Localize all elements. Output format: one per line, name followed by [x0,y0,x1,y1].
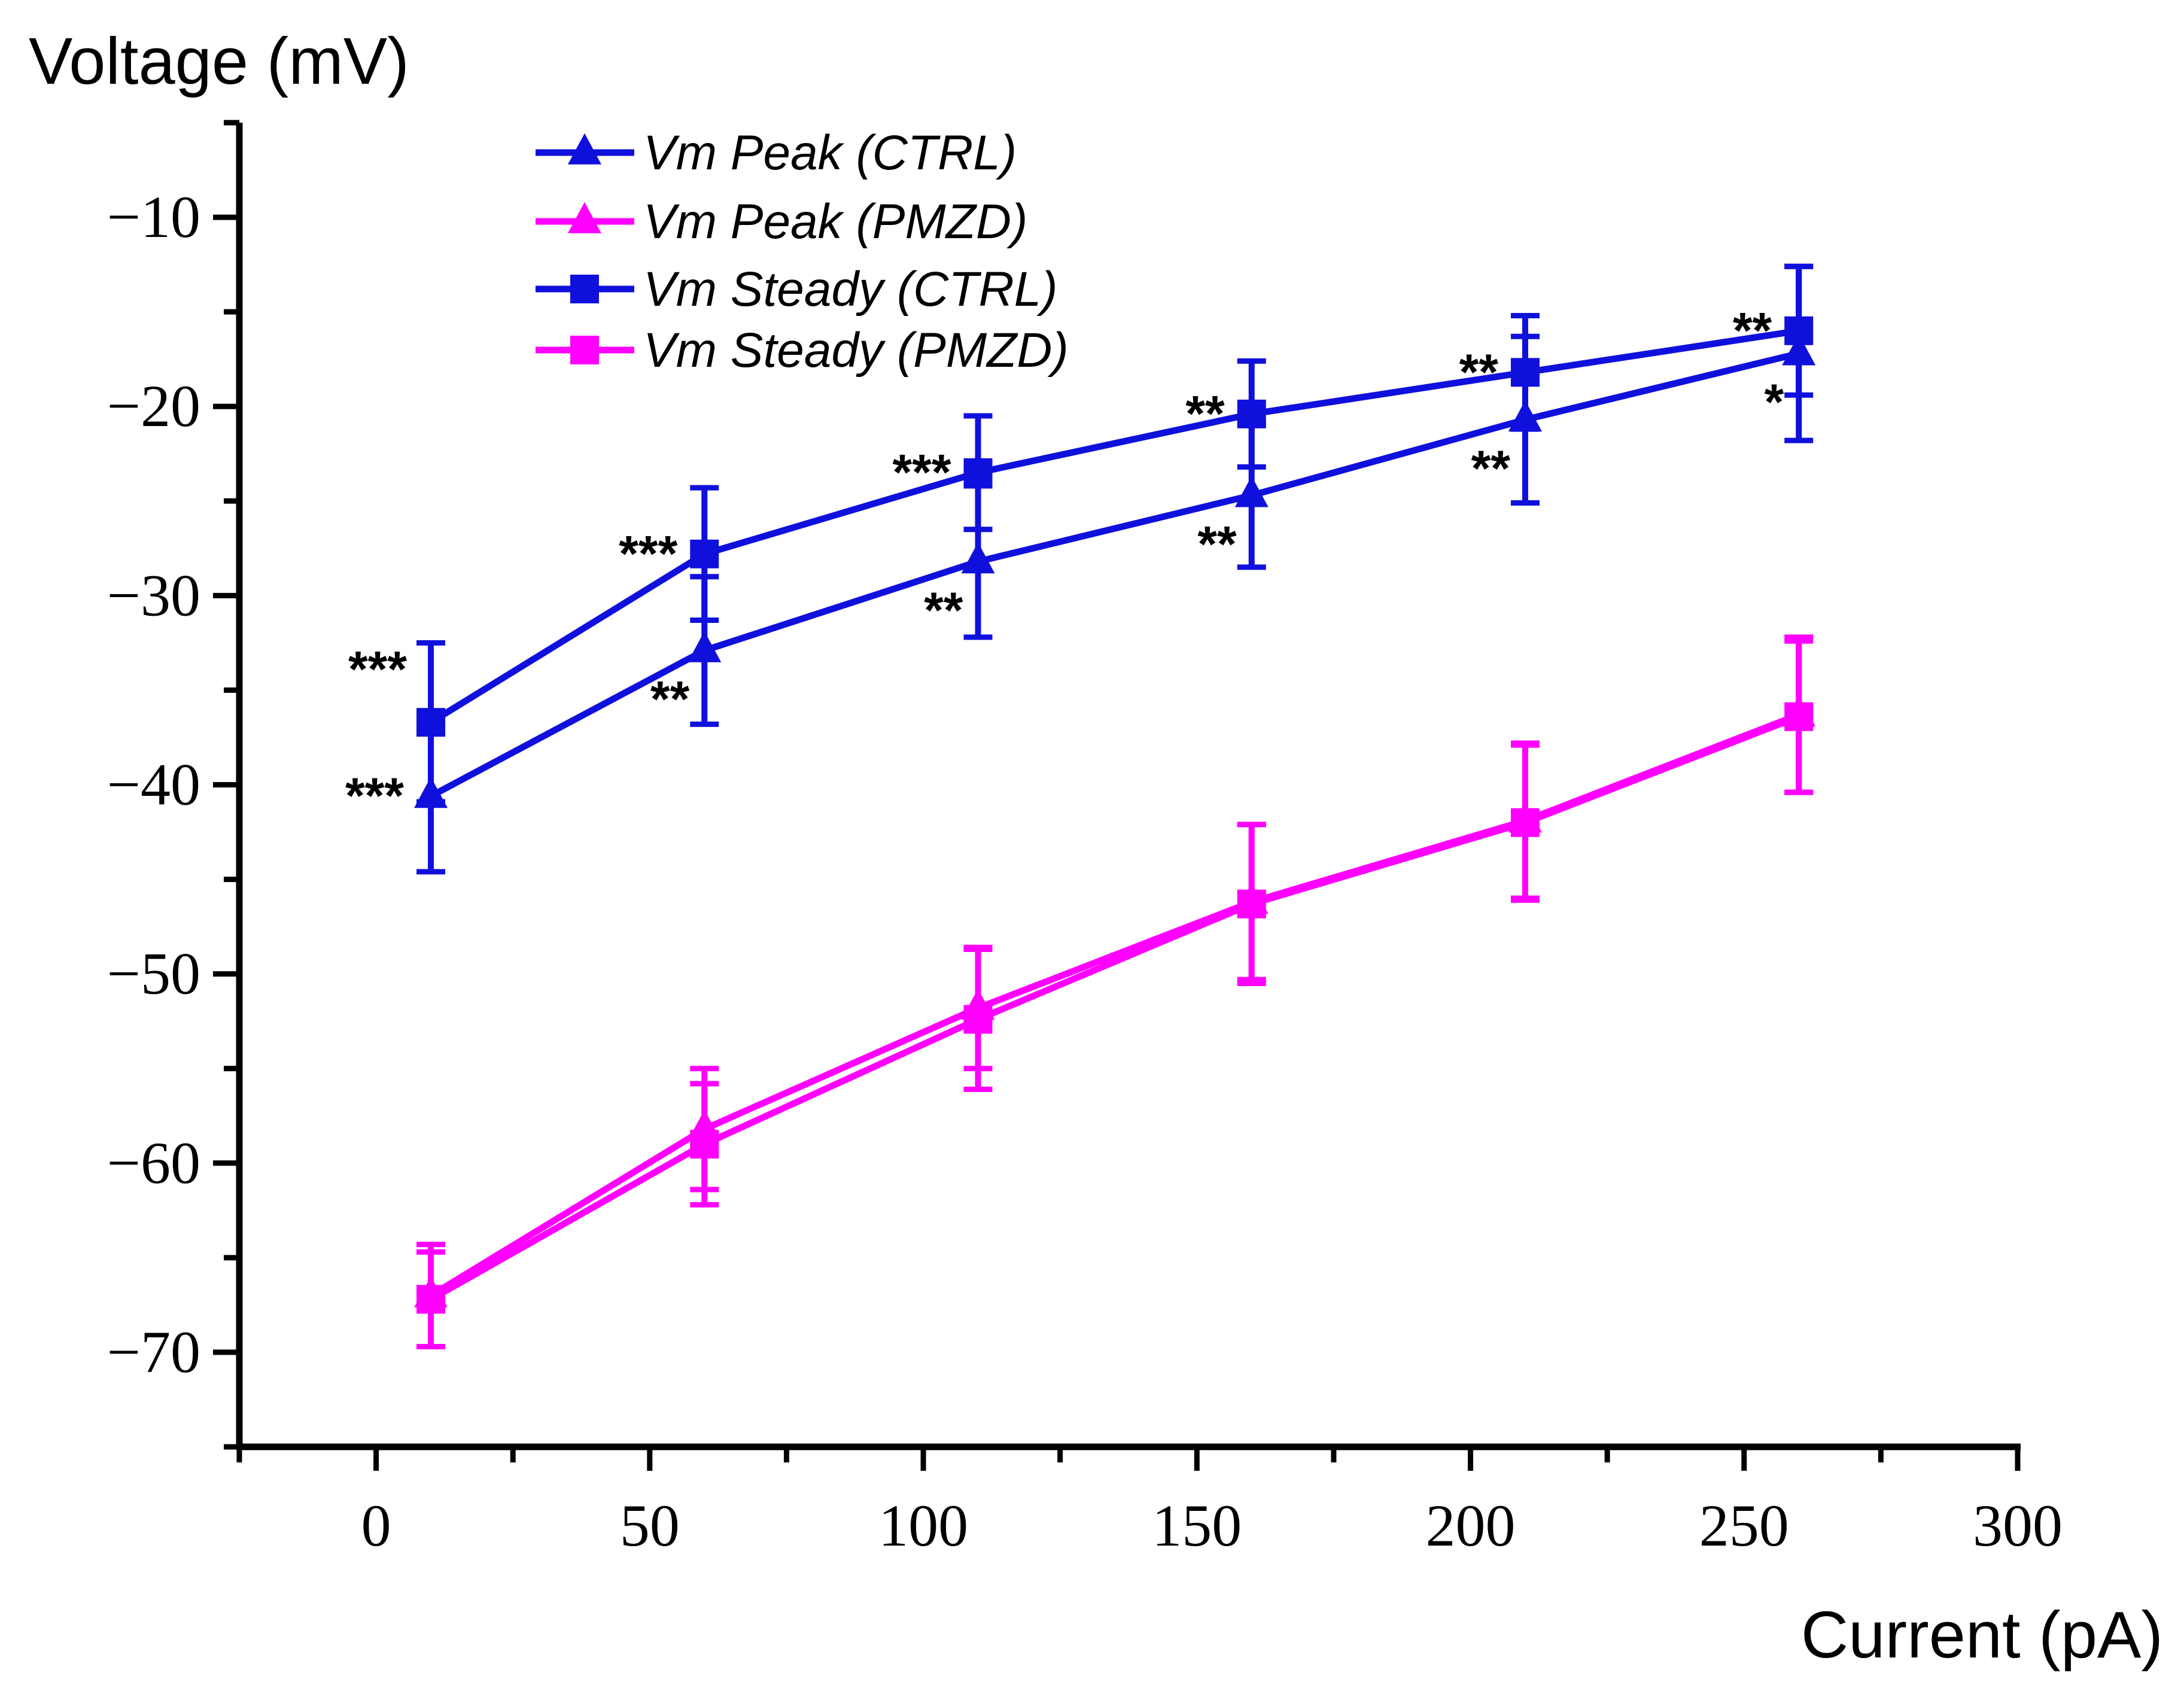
square-marker [1510,358,1540,387]
x-tick-label: 200 [1426,1492,1516,1559]
triangle-marker [568,202,601,233]
significance-label: ** [1471,440,1511,496]
significance-label: ** [1185,385,1225,442]
series-line [429,327,1800,725]
square-marker [570,336,599,364]
triangle-marker [414,777,448,808]
x-tick-label: 300 [1973,1492,2063,1559]
triangle-marker [961,542,995,574]
square-marker [1237,399,1266,428]
x-tick-label: 150 [1152,1492,1242,1559]
legend: Vm Peak (CTRL) Vm Peak (PMZD) Vm Steady (C… [536,126,1069,378]
x-tick-label: 0 [361,1492,391,1559]
x-tick-label: 50 [620,1492,680,1559]
significance-annotations: *************************** [345,302,1784,824]
square-marker [963,1005,993,1034]
significance-label: ** [1459,343,1499,400]
series-line [429,711,1800,1298]
error-bars [416,263,1814,1349]
triangle-marker [1234,476,1269,507]
square-marker [1237,889,1266,918]
legend-label: Vm Steady (PMZD) [643,323,1069,378]
significance-label: * [1765,374,1784,430]
y-tick-label: −70 [107,1319,200,1385]
square-marker [1784,316,1814,345]
square-marker [416,1285,446,1314]
triangle-marker [568,133,601,165]
x-axis-title: Current (pA) [1801,1598,2163,1672]
significance-label: ** [650,671,690,727]
triangle-marker [1508,400,1542,432]
data-markers [414,316,1816,1314]
triangle-marker [688,631,722,662]
significance-label: *** [619,525,677,582]
significance-label: *** [348,641,407,697]
significance-label: ** [1733,302,1772,358]
x-tick-label: 250 [1699,1492,1789,1559]
square-marker [690,1130,719,1159]
square-marker [570,275,599,303]
square-marker [690,539,719,568]
significance-label: ** [1197,516,1237,572]
legend-label: Vm Peak (CTRL) [643,126,1017,180]
significance-label: *** [892,444,951,500]
significance-label: ** [924,582,963,638]
y-tick-label: −40 [107,752,200,818]
legend-label: Vm Peak (PMZD) [643,194,1027,249]
x-tick-label: 100 [878,1492,968,1559]
y-tick-label: −50 [107,941,200,1007]
square-marker [416,708,446,737]
y-tick-label: −20 [107,373,200,439]
y-tick-label: −60 [107,1130,200,1196]
triangle-marker [1782,334,1816,366]
series-lines [429,327,1800,1303]
axes: 0 50 100 150 200 250 300 −10 −20 −30 −40 −50 −60 −70 [107,120,2063,1559]
y-tick-label: −30 [107,562,200,628]
series-line [429,713,1800,1303]
legend-label: Vm Steady (CTRL) [643,262,1058,317]
significance-label: *** [345,767,404,823]
series-line [429,350,1800,799]
y-axis-title: Voltage (mV) [29,25,409,98]
square-marker [1784,702,1814,731]
y-tick-label: −10 [107,184,200,250]
square-marker [1510,808,1540,837]
square-marker [963,458,993,487]
